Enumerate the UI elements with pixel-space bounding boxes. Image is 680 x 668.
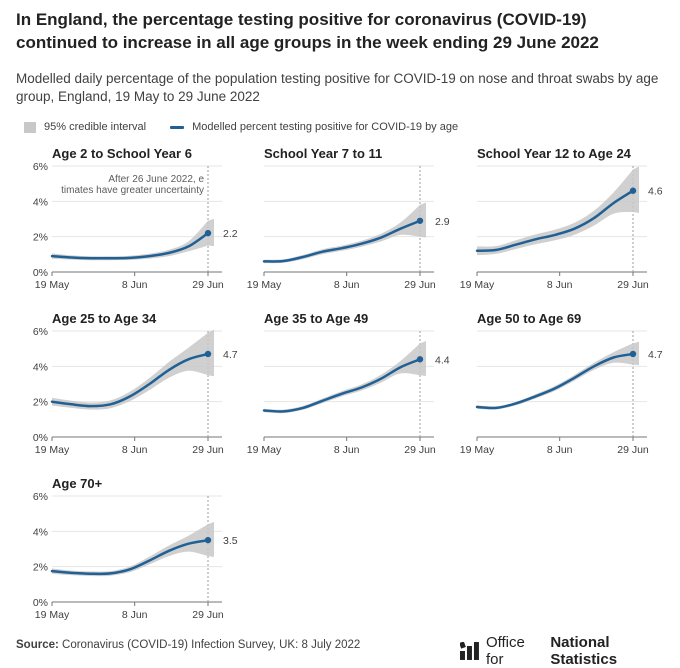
y-tick-label: 6%	[33, 326, 48, 338]
panel-title: Age 50 to Age 69	[477, 311, 581, 326]
x-tick-label: 8 Jun	[547, 279, 573, 291]
uncertainty-annotation: timates have greater uncertainty	[61, 185, 204, 196]
credible-interval-band	[52, 329, 214, 410]
x-tick-label: 8 Jun	[122, 279, 148, 291]
end-value-label: 2.9	[435, 216, 450, 228]
x-tick-label: 29 Jun	[192, 444, 224, 456]
series-line	[475, 189, 635, 253]
chart-title: In England, the percentage testing posit…	[16, 10, 599, 52]
end-point-marker	[629, 187, 637, 194]
end-value-label: 2.2	[223, 228, 238, 240]
uncertainty-annotation: After 26 June 2022, e	[108, 174, 204, 185]
series-line	[50, 231, 210, 260]
panel-4: Age 25 to Age 34 6% 4% 2% 0%19 May 8 Jun 29 Ju…	[33, 311, 238, 456]
y-tick-label: 6%	[33, 161, 48, 173]
legend: 95% credible interval Modelled percent t…	[24, 121, 458, 133]
x-tick-label: 8 Jun	[122, 609, 148, 621]
legend-interval-swatch	[24, 121, 36, 133]
legend-line-swatch	[170, 125, 185, 129]
x-tick-label: 29 Jun	[404, 279, 436, 291]
credible-interval-band	[264, 341, 426, 414]
panel-title: School Year 12 to Age 24	[477, 146, 632, 161]
end-value-label: 4.7	[223, 349, 238, 361]
logo-text-bold: National Statistics	[550, 634, 618, 668]
x-tick-label: 19 May	[460, 279, 495, 291]
credible-interval-band	[52, 521, 214, 577]
x-tick-label: 29 Jun	[617, 279, 649, 291]
x-tick-label: 29 Jun	[404, 444, 436, 456]
panel-2: School Year 7 to 11 19 May 8 Jun 29 Jun 2.9	[247, 146, 450, 291]
chart-subtitle: Modelled daily percentage of the populat…	[16, 71, 659, 104]
y-tick-label: 2%	[33, 562, 48, 574]
credible-interval-band	[264, 202, 426, 264]
end-point-marker	[204, 536, 212, 544]
y-tick-label: 4%	[33, 526, 48, 538]
y-tick-label: 6%	[33, 491, 48, 503]
x-tick-label: 8 Jun	[122, 444, 148, 456]
ons-logo[interactable]: Office for National Statistics	[460, 634, 680, 668]
x-tick-label: 19 May	[247, 279, 282, 291]
x-tick-label: 19 May	[460, 444, 495, 456]
end-point-marker	[204, 229, 212, 237]
series-line	[50, 538, 210, 576]
panel-3: School Year 12 to Age 24 19 May 8 Jun 29 Ju…	[460, 146, 663, 291]
x-tick-label: 19 May	[35, 279, 70, 291]
end-value-label: 4.4	[435, 354, 450, 366]
end-point-marker	[204, 350, 212, 358]
x-tick-label: 19 May	[35, 444, 70, 456]
end-point-marker	[416, 356, 424, 363]
panel-7: Age 70+ 6% 4% 2% 0%19 May 8 Jun 29 Jun 3.5	[33, 476, 238, 621]
end-value-label: 3.5	[223, 535, 238, 547]
panel-6: Age 50 to Age 69 19 May 8 Jun 29 Jun 4.7	[460, 311, 663, 456]
end-value-label: 4.6	[648, 186, 663, 198]
y-tick-label: 0%	[33, 597, 48, 609]
series-line	[262, 219, 422, 263]
y-tick-label: 2%	[33, 232, 48, 244]
small-multiples-charts: Age 2 to School Year 66%4%2%0%19 May 8 Ju…	[33, 146, 663, 621]
panel-title: School Year 7 to 11	[264, 146, 382, 161]
end-value-label: 4.7	[648, 349, 663, 361]
y-tick-label: 4%	[33, 361, 48, 373]
x-tick-label: 29 Jun	[617, 444, 649, 456]
series-line	[262, 358, 422, 413]
x-tick-label: 8 Jun	[334, 444, 360, 456]
panel-title: Age 70+	[52, 476, 103, 491]
source-text: Coronavirus (COVID-19) Infection Survey,…	[62, 639, 361, 651]
x-tick-label: 29 Jun	[192, 279, 224, 291]
ons-logo-icon	[460, 642, 479, 660]
logo-text-regular: Office for	[485, 634, 525, 668]
credible-interval-band	[52, 218, 214, 261]
panel-5: Age 35 to Age 49 19 May 8 Jun 29 Jun 4.4	[247, 311, 450, 456]
x-tick-label: 19 May	[35, 609, 70, 621]
source-label: Source:	[16, 639, 59, 651]
y-tick-label: 0%	[33, 267, 48, 279]
x-tick-label: 8 Jun	[547, 444, 573, 456]
end-point-marker	[416, 217, 424, 224]
x-tick-label: 29 Jun	[192, 609, 224, 621]
x-tick-label: 19 May	[247, 444, 282, 456]
source-note: Source: Coronavirus (COVID-19) Infection…	[16, 639, 360, 651]
series-line	[475, 352, 635, 410]
credible-interval-band	[477, 341, 639, 410]
panel-title: Age 35 to Age 49	[264, 311, 368, 326]
legend-line-label: Modelled percent testing positive for CO…	[192, 121, 459, 133]
y-tick-label: 2%	[33, 397, 48, 409]
series-line	[50, 352, 210, 408]
panel-title: Age 2 to School Year 6	[52, 146, 192, 161]
credible-interval-band	[477, 166, 639, 256]
panel-title: Age 25 to Age 34	[52, 311, 157, 326]
y-tick-label: 0%	[33, 432, 48, 444]
y-tick-label: 4%	[33, 196, 48, 208]
end-point-marker	[629, 350, 637, 358]
panel-1: Age 2 to School Year 6 6% 4% 2% 0%19 May 8 Ju…	[33, 146, 238, 291]
x-tick-label: 8 Jun	[334, 279, 360, 291]
legend-interval-label: 95% credible interval	[44, 121, 147, 133]
